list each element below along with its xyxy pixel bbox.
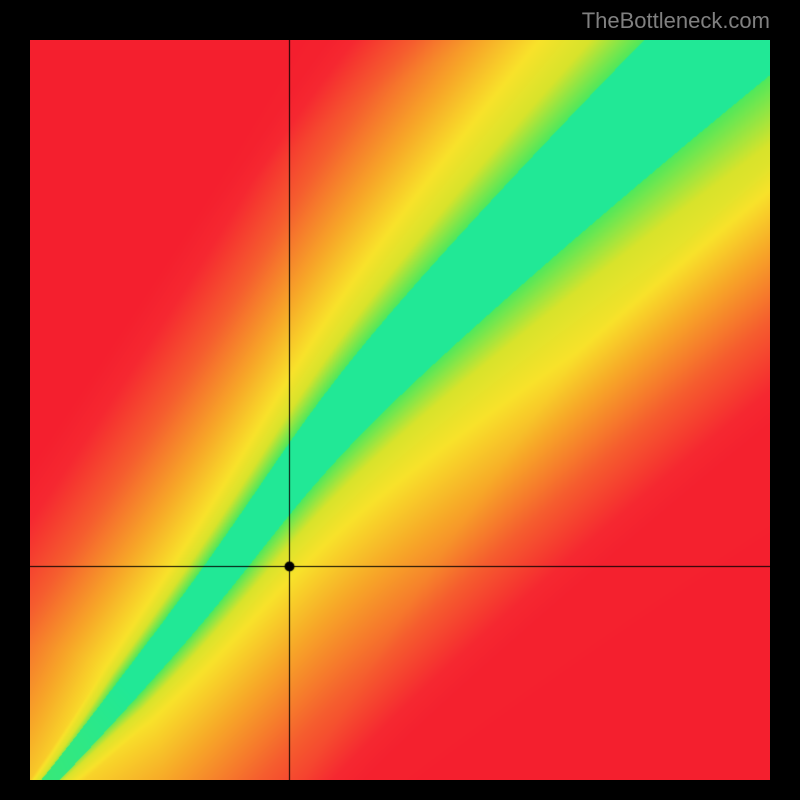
heatmap-canvas <box>30 40 770 780</box>
bottleneck-heatmap <box>30 40 770 780</box>
attribution-text: TheBottleneck.com <box>582 8 770 34</box>
